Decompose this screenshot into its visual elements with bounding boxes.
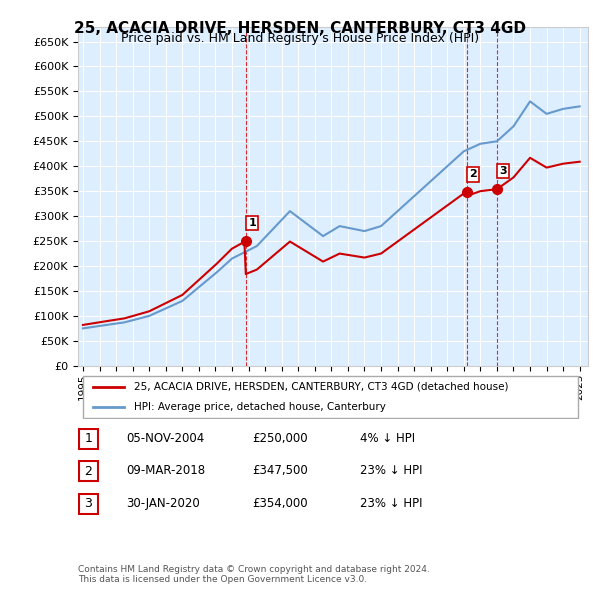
Text: 05-NOV-2004: 05-NOV-2004 (126, 432, 204, 445)
Text: 2: 2 (85, 465, 92, 478)
Text: 25, ACACIA DRIVE, HERSDEN, CANTERBURY, CT3 4GD: 25, ACACIA DRIVE, HERSDEN, CANTERBURY, C… (74, 21, 526, 35)
FancyBboxPatch shape (83, 376, 578, 418)
Text: 1: 1 (85, 432, 92, 445)
Text: 4% ↓ HPI: 4% ↓ HPI (360, 432, 415, 445)
Text: 23% ↓ HPI: 23% ↓ HPI (360, 464, 422, 477)
Text: 25, ACACIA DRIVE, HERSDEN, CANTERBURY, CT3 4GD (detached house): 25, ACACIA DRIVE, HERSDEN, CANTERBURY, C… (134, 382, 509, 392)
Text: 2: 2 (469, 169, 477, 179)
Text: 23% ↓ HPI: 23% ↓ HPI (360, 497, 422, 510)
Text: 3: 3 (499, 166, 507, 176)
Text: 09-MAR-2018: 09-MAR-2018 (126, 464, 205, 477)
Text: Price paid vs. HM Land Registry's House Price Index (HPI): Price paid vs. HM Land Registry's House … (121, 32, 479, 45)
Text: Contains HM Land Registry data © Crown copyright and database right 2024.
This d: Contains HM Land Registry data © Crown c… (78, 565, 430, 584)
Text: 3: 3 (85, 497, 92, 510)
Text: HPI: Average price, detached house, Canterbury: HPI: Average price, detached house, Cant… (134, 402, 386, 412)
Text: 1: 1 (248, 218, 256, 228)
Text: £354,000: £354,000 (252, 497, 308, 510)
FancyBboxPatch shape (79, 494, 98, 514)
Text: 30-JAN-2020: 30-JAN-2020 (126, 497, 200, 510)
FancyBboxPatch shape (79, 429, 98, 449)
Text: £347,500: £347,500 (252, 464, 308, 477)
Text: £250,000: £250,000 (252, 432, 308, 445)
FancyBboxPatch shape (79, 461, 98, 481)
